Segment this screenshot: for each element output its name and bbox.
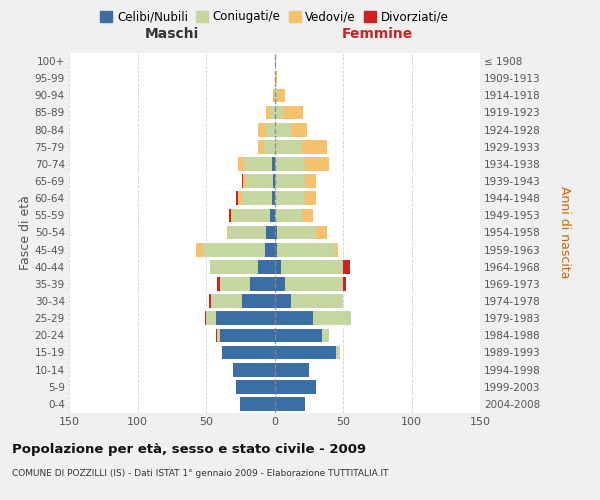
Bar bbox=[305, 192, 316, 205]
Y-axis label: Fasce di età: Fasce di età bbox=[19, 195, 32, 270]
Y-axis label: Anni di nascita: Anni di nascita bbox=[557, 186, 571, 279]
Bar bbox=[228, 226, 266, 239]
Bar bbox=[227, 226, 228, 239]
Bar bbox=[275, 208, 302, 222]
Bar bbox=[271, 208, 275, 222]
Bar bbox=[277, 88, 286, 102]
Bar bbox=[343, 277, 346, 291]
Bar bbox=[275, 88, 277, 102]
Bar bbox=[313, 312, 351, 325]
Bar bbox=[203, 243, 265, 256]
Bar bbox=[275, 192, 305, 205]
Bar bbox=[275, 294, 291, 308]
Bar bbox=[275, 140, 302, 153]
Bar bbox=[277, 243, 335, 256]
Bar bbox=[217, 328, 220, 342]
Bar bbox=[209, 294, 211, 308]
Bar bbox=[286, 277, 343, 291]
Bar bbox=[258, 123, 266, 136]
Bar bbox=[336, 346, 340, 360]
Bar bbox=[205, 312, 206, 325]
Bar bbox=[343, 260, 350, 274]
Bar bbox=[271, 106, 275, 120]
Bar bbox=[265, 243, 275, 256]
Bar bbox=[273, 174, 275, 188]
Bar bbox=[302, 140, 326, 153]
Bar bbox=[210, 260, 258, 274]
Bar bbox=[275, 328, 322, 342]
Bar bbox=[275, 174, 305, 188]
Bar bbox=[272, 157, 275, 171]
Bar bbox=[258, 140, 263, 153]
Bar bbox=[246, 174, 273, 188]
Bar bbox=[275, 243, 277, 256]
Bar bbox=[242, 192, 272, 205]
Bar bbox=[240, 397, 275, 411]
Bar bbox=[220, 328, 275, 342]
Bar bbox=[258, 260, 275, 274]
Bar bbox=[275, 312, 313, 325]
Bar bbox=[223, 346, 275, 360]
Bar bbox=[275, 72, 277, 85]
Bar bbox=[238, 157, 244, 171]
Bar bbox=[215, 312, 275, 325]
Bar bbox=[273, 88, 275, 102]
Bar bbox=[215, 328, 217, 342]
Text: Femmine: Femmine bbox=[341, 26, 413, 40]
Bar bbox=[236, 380, 275, 394]
Legend: Celibi/Nubili, Coniugati/e, Vedovi/e, Divorziati/e: Celibi/Nubili, Coniugati/e, Vedovi/e, Di… bbox=[98, 8, 451, 25]
Bar bbox=[277, 226, 316, 239]
Bar bbox=[275, 260, 281, 274]
Bar bbox=[250, 277, 275, 291]
Bar bbox=[217, 277, 220, 291]
Bar bbox=[232, 208, 271, 222]
Bar bbox=[275, 380, 316, 394]
Bar bbox=[275, 106, 283, 120]
Bar bbox=[272, 192, 275, 205]
Bar bbox=[229, 208, 230, 222]
Bar bbox=[266, 106, 271, 120]
Bar bbox=[243, 174, 246, 188]
Bar bbox=[266, 123, 275, 136]
Bar bbox=[335, 243, 338, 256]
Bar bbox=[263, 140, 275, 153]
Bar bbox=[275, 157, 305, 171]
Bar bbox=[275, 54, 276, 68]
Bar bbox=[244, 157, 272, 171]
Bar bbox=[275, 277, 286, 291]
Bar bbox=[242, 294, 275, 308]
Bar bbox=[283, 106, 303, 120]
Bar bbox=[291, 123, 307, 136]
Bar bbox=[238, 192, 242, 205]
Text: COMUNE DI POZZILLI (IS) - Dati ISTAT 1° gennaio 2009 - Elaborazione TUTTITALIA.I: COMUNE DI POZZILLI (IS) - Dati ISTAT 1° … bbox=[12, 469, 389, 478]
Bar bbox=[233, 363, 275, 376]
Bar bbox=[196, 243, 203, 256]
Bar bbox=[266, 226, 275, 239]
Bar bbox=[206, 312, 215, 325]
Bar bbox=[230, 208, 232, 222]
Bar bbox=[211, 294, 242, 308]
Bar bbox=[322, 328, 329, 342]
Bar bbox=[275, 363, 309, 376]
Bar bbox=[302, 208, 313, 222]
Bar bbox=[305, 174, 316, 188]
Bar bbox=[316, 226, 326, 239]
Bar bbox=[242, 174, 243, 188]
Bar bbox=[281, 260, 343, 274]
Text: Popolazione per età, sesso e stato civile - 2009: Popolazione per età, sesso e stato civil… bbox=[12, 442, 366, 456]
Bar bbox=[275, 397, 305, 411]
Bar bbox=[291, 294, 343, 308]
Bar bbox=[275, 123, 291, 136]
Bar bbox=[305, 157, 329, 171]
Bar bbox=[275, 346, 336, 360]
Bar bbox=[220, 277, 250, 291]
Bar bbox=[275, 226, 277, 239]
Bar bbox=[236, 192, 238, 205]
Text: Maschi: Maschi bbox=[145, 26, 199, 40]
